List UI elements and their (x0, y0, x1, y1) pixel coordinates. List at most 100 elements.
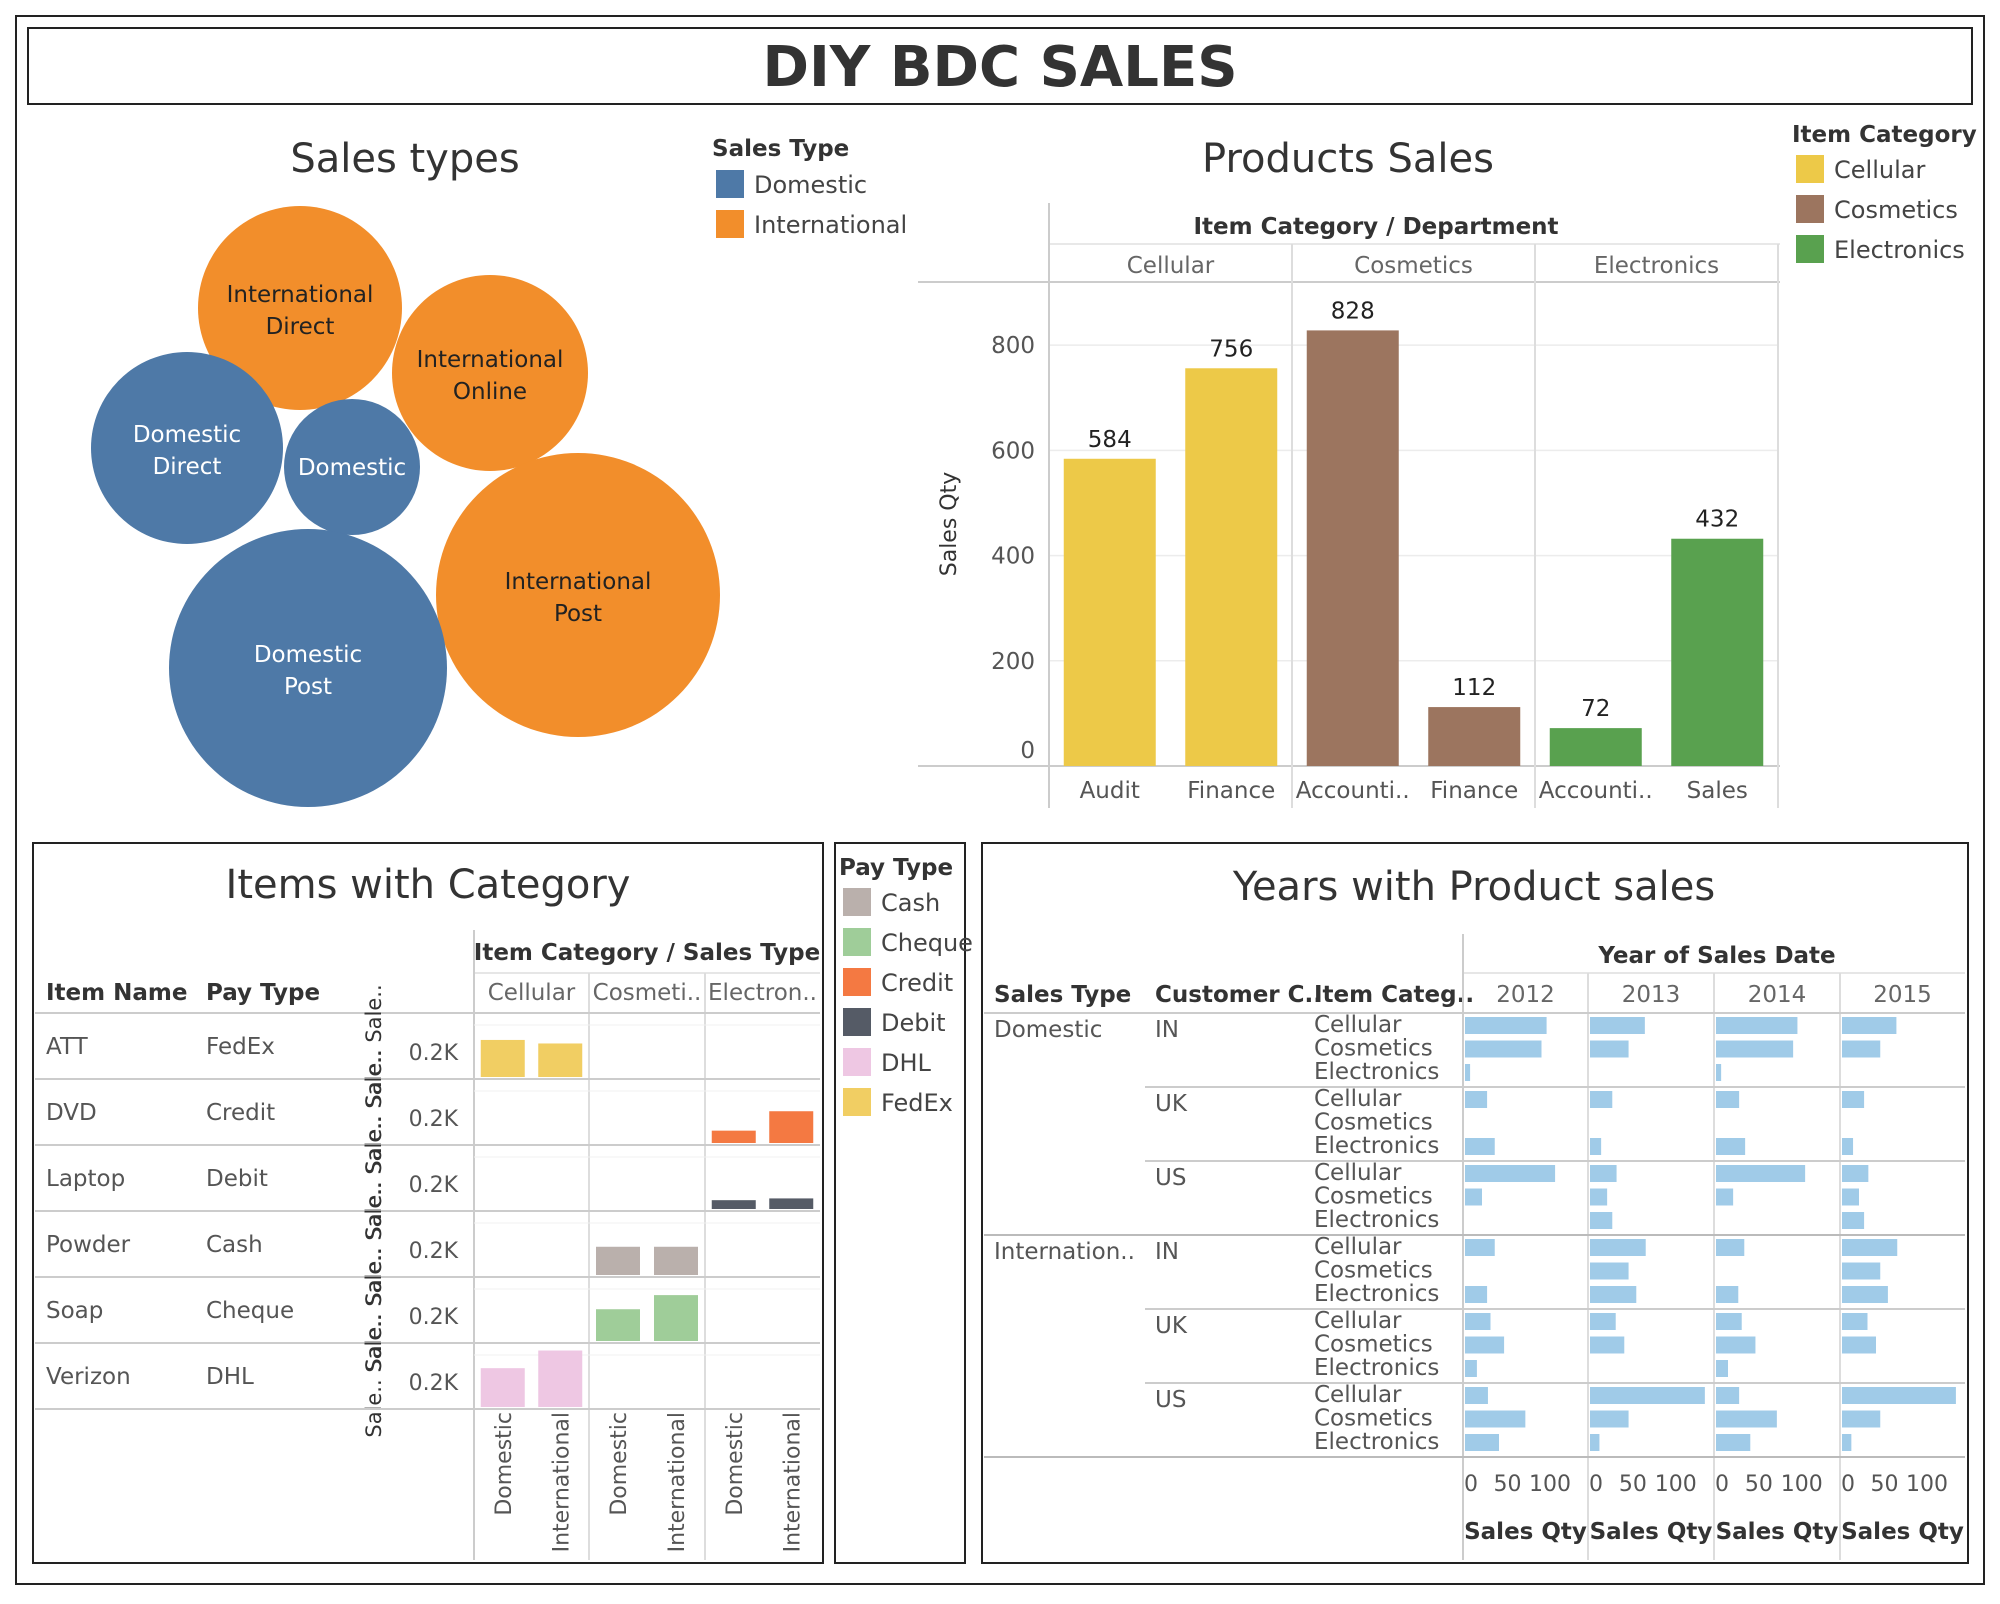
x-tick-label: 100 (1655, 1472, 1697, 1497)
products-bar-chart: 800 600 400 200 0 Cellular 584 Audit 756 Finance C… (918, 203, 1780, 808)
year-bar (1716, 1336, 1756, 1354)
category-header: Cosmeti.. (593, 980, 702, 1006)
year-bar (1590, 1040, 1629, 1058)
legend-label: FedEx (881, 1089, 953, 1117)
legend-label: Domestic (754, 171, 867, 199)
category-value: Cellular (1314, 1160, 1402, 1186)
year-header: 2013 (1622, 982, 1681, 1008)
bar-value-label: 112 (1452, 675, 1496, 701)
title-box (27, 27, 1973, 105)
year-bar (1716, 1017, 1798, 1034)
item-bar (654, 1295, 698, 1341)
bubble-label: Post (284, 674, 332, 700)
year-bar (1716, 1064, 1722, 1081)
y-tick-label: 600 (991, 438, 1035, 464)
axis-title: Sale.. Sale.. (362, 1314, 386, 1437)
x-axis-title: Sales Qty (1464, 1519, 1587, 1545)
year-bar (1590, 1188, 1608, 1206)
year-bar (1716, 1091, 1740, 1108)
year-bar (1842, 1040, 1881, 1058)
x-tick-label: 0 (1589, 1472, 1603, 1497)
year-bar (1842, 1434, 1852, 1451)
products-sales-title: Products Sales (1202, 136, 1494, 182)
sales-type-label: International (665, 1412, 690, 1552)
year-bar (1842, 1313, 1868, 1330)
category-value: Cellular (1314, 1086, 1402, 1112)
x-tick-label: Audit (1080, 778, 1140, 804)
year-bar (1842, 1262, 1881, 1280)
year-bar (1716, 1434, 1751, 1451)
year-bar (1842, 1188, 1859, 1206)
sales-types-panel: Sales types InternationalDirectInternati… (91, 136, 907, 807)
bubble-label: Domestic (298, 455, 406, 481)
year-bar (1716, 1138, 1746, 1155)
country-value: UK (1155, 1313, 1188, 1339)
year-bar (1716, 1410, 1777, 1428)
axis-title: Sale.. Sale.. (362, 984, 386, 1107)
bubble-label: Direct (153, 454, 222, 480)
axis-tick-label: 0.2K (409, 1041, 459, 1066)
year-bar (1590, 1434, 1600, 1451)
year-bar (1590, 1262, 1629, 1280)
bubble (392, 275, 588, 471)
legend-label: Cash (881, 889, 940, 917)
item-bar (480, 1368, 525, 1407)
x-tick-label: 100 (1529, 1472, 1571, 1497)
year-bar (1465, 1017, 1547, 1034)
product-bar (1185, 368, 1278, 766)
axis-tick-label: 0.2K (409, 1305, 459, 1330)
sales-type-value: Internation.. (994, 1239, 1135, 1265)
item-bar (769, 1111, 814, 1143)
category-value: Electronics (1314, 1059, 1439, 1085)
x-tick-label: 50 (1494, 1472, 1522, 1497)
axis-title: Sale.. Sale.. (362, 1182, 386, 1305)
item-bar (711, 1130, 756, 1143)
category-header: Electronics (1594, 253, 1719, 279)
pay-type-value: Credit (206, 1100, 275, 1126)
pay-type-value: Cheque (206, 1298, 294, 1324)
country-value: US (1155, 1387, 1186, 1413)
country-value: IN (1155, 1017, 1179, 1043)
category-value: Cellular (1314, 1308, 1402, 1334)
y-tick-label: 0 (1020, 738, 1035, 764)
year-bar (1842, 1091, 1865, 1108)
legend-label: International (754, 211, 907, 239)
pay-type-header: Pay Type (206, 980, 320, 1006)
customer-col-header: Customer C.. (1155, 982, 1322, 1008)
bar-value-label: 432 (1695, 507, 1739, 533)
bubble-label: Online (453, 379, 527, 405)
year-bar (1465, 1410, 1526, 1428)
country-value: IN (1155, 1239, 1179, 1265)
legend-label: Cellular (1834, 156, 1925, 184)
category-header: Electron.. (708, 980, 817, 1006)
legend-label: Cosmetics (1834, 196, 1958, 224)
sales-type-label: International (549, 1412, 574, 1552)
x-tick-label: Accounti.. (1539, 778, 1653, 804)
years-header: Year of Sales Date (1597, 943, 1835, 969)
legend-label: Electronics (1834, 236, 1965, 264)
item-bar (711, 1200, 756, 1209)
legend-label: Debit (881, 1009, 946, 1037)
sales-type-label: International (780, 1412, 805, 1552)
legend-label: DHL (881, 1049, 932, 1077)
item-name: DVD (46, 1100, 97, 1126)
pay-type-legend: Cash Cheque Credit Debit DHL FedEx (843, 888, 973, 1117)
product-bar (1063, 458, 1156, 766)
x-tick-label: 50 (1871, 1472, 1899, 1497)
category-value: Electronics (1314, 1133, 1439, 1159)
category-header: Cosmetics (1354, 253, 1473, 279)
bubble-label: International (227, 282, 374, 308)
year-bar (1465, 1239, 1495, 1256)
y-tick-label: 200 (991, 649, 1035, 675)
pay-type-border (834, 842, 966, 1564)
x-tick-label: 50 (1619, 1472, 1647, 1497)
year-bar (1842, 1336, 1876, 1354)
item-bar (538, 1043, 583, 1077)
year-bar (1590, 1239, 1646, 1256)
legend-swatch (843, 968, 871, 996)
bar-value-label: 584 (1088, 427, 1132, 453)
pay-type-value: FedEx (206, 1034, 275, 1060)
bubble (436, 453, 720, 737)
year-bar (1465, 1336, 1505, 1354)
category-value: Cosmetics (1314, 1036, 1433, 1062)
